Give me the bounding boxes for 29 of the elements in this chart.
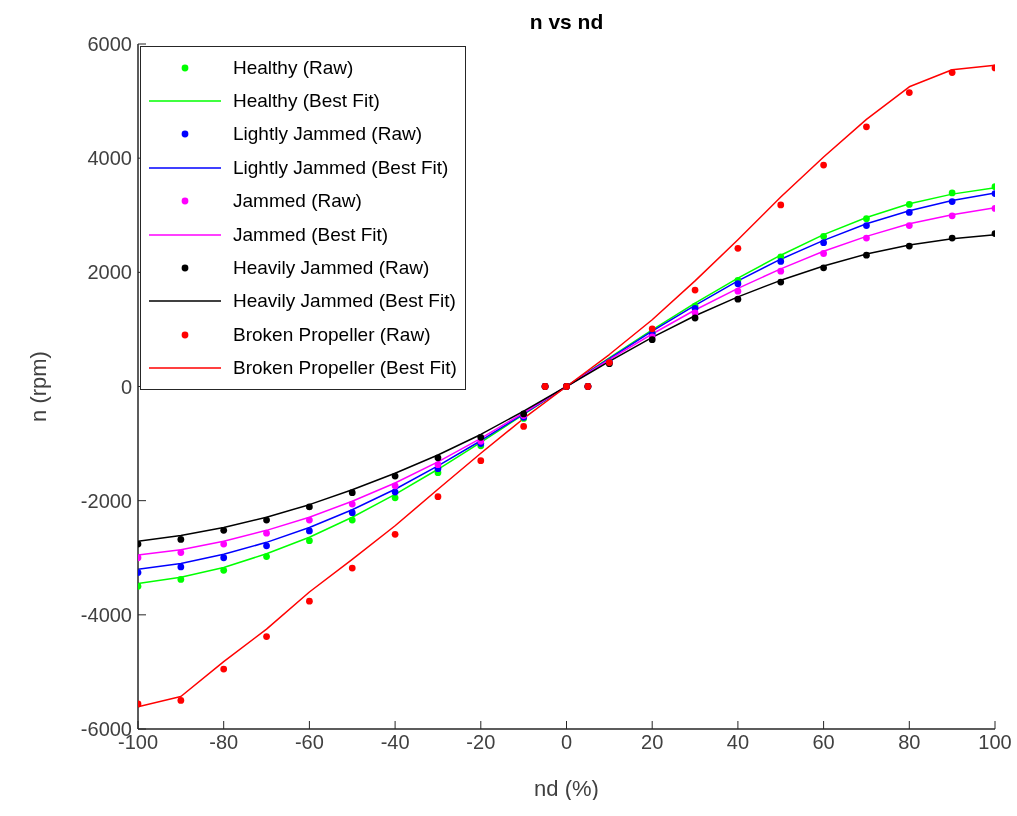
legend-label: Broken Propeller (Raw) xyxy=(233,323,431,346)
y-tick-label: 0 xyxy=(120,375,132,398)
x-tick-label: -40 xyxy=(380,731,410,754)
x-tick-label: 60 xyxy=(812,731,835,754)
x-tick-label: 0 xyxy=(560,731,573,754)
legend-label: Heavily Jammed (Best Fit) xyxy=(233,290,456,313)
x-axis-title: nd (%) xyxy=(534,776,599,801)
y-tick-label: -2000 xyxy=(80,489,132,512)
chart-title: n vs nd xyxy=(528,10,605,34)
y-tick-label: 6000 xyxy=(87,33,132,56)
y-tick-label: 2000 xyxy=(87,261,132,284)
legend-label: Jammed (Best Fit) xyxy=(233,223,389,246)
x-tick-label: -80 xyxy=(209,731,239,754)
legend-label: Broken Propeller (Best Fit) xyxy=(233,357,457,380)
legend-label: Healthy (Best Fit) xyxy=(233,90,380,113)
y-tick-label: -4000 xyxy=(80,603,132,626)
x-tick-label: 40 xyxy=(726,731,750,754)
y-axis-title: n (rpm) xyxy=(25,351,51,422)
legend-label: Lightly Jammed (Raw) xyxy=(233,123,422,146)
x-tick-label: -20 xyxy=(466,731,496,754)
legend-label: Heavily Jammed (Raw) xyxy=(233,257,430,280)
legend-label: Lightly Jammed (Best Fit) xyxy=(233,156,449,179)
x-tick-label: 100 xyxy=(978,731,1012,754)
x-tick-label: 20 xyxy=(641,731,664,754)
legend-label: Healthy (Raw) xyxy=(233,56,354,79)
y-tick-label: 4000 xyxy=(87,147,132,170)
x-tick-label: 80 xyxy=(898,731,921,754)
x-tick-label: -60 xyxy=(294,731,324,754)
legend-label: Jammed (Raw) xyxy=(233,190,362,213)
